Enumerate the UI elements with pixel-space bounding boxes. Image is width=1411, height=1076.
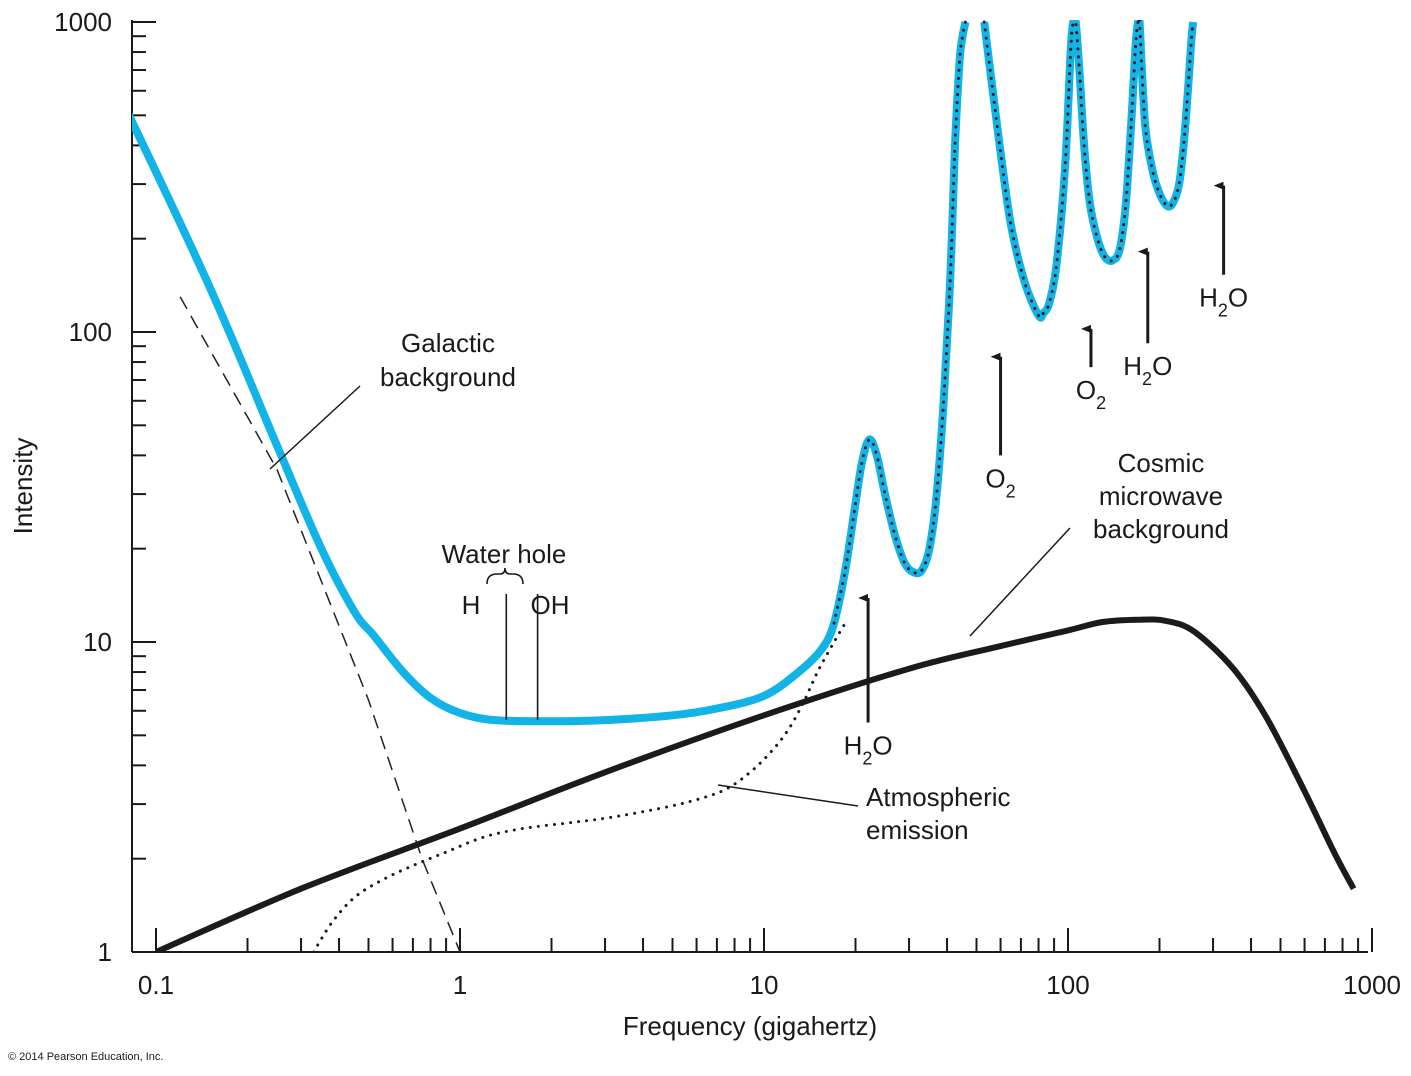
cmb-label-2: microwave [1099,481,1223,511]
series-cosmic-microwave-background [154,616,1357,952]
x-tick-label: 1000 [1343,970,1401,1000]
atmos-annotation: Atmospheric emission [717,782,1011,845]
atmos-label-2: emission [866,815,969,845]
x-tick-label: 100 [1046,970,1089,1000]
water-hole-h: H [462,590,481,620]
y-tick-label: 1 [98,937,112,967]
absorption-marker: O2 [985,352,1016,501]
galactic-label-2: background [380,362,516,392]
series-total-high [980,20,1198,322]
absorption-marker: H2O [1199,181,1248,321]
absorption-marker: O2 [1076,324,1106,413]
x-tick-label: 1 [453,970,467,1000]
series-layer [132,20,1357,952]
galactic-leader [269,385,361,470]
absorption-marker: H2O [844,593,893,768]
water-hole-annotation: Water hole H OH [442,539,570,721]
water-hole-title: Water hole [442,539,567,569]
molecule-label: O2 [985,463,1015,501]
series-line-galactic-background [179,296,461,952]
galactic-annotation: Galactic background [269,328,516,470]
series-total [132,20,970,726]
absorption-markers: H2O O2 O2 H2O H2O [844,181,1248,768]
molecule-label: H2O [844,730,893,768]
atmos-leader [717,784,859,807]
x-axis-title: Frequency (gigahertz) [623,1011,877,1041]
y-tick-label: 100 [69,317,112,347]
cmb-label-3: background [1093,514,1229,544]
tick-labels: 0.1 1 10 100 1000 1 10 100 1000 [54,7,1401,1000]
molecule-label: H2O [1199,283,1248,321]
y-tick-label: 10 [83,627,112,657]
y-axis-title: Intensity [8,438,38,535]
molecule-label: H2O [1123,351,1172,389]
series-dots-total-high [982,20,1195,320]
ticks [132,21,1373,953]
water-hole-oh: OH [531,590,570,620]
cmb-leader [969,527,1071,637]
series-galactic-background [179,296,461,952]
absorption-marker: H2O [1123,247,1172,389]
y-tick-label: 1000 [54,7,112,37]
series-atmospheric-emission [312,621,847,952]
galactic-label-1: Galactic [401,328,495,358]
x-tick-label: 0.1 [138,970,174,1000]
molecule-label: O2 [1076,375,1106,413]
copyright: © 2014 Pearson Education, Inc. [8,1051,163,1063]
atmos-label-1: Atmospheric [866,782,1011,812]
x-tick-label: 10 [750,970,779,1000]
water-hole-brace [486,567,524,585]
cmb-annotation: Cosmic microwave background [969,448,1229,637]
series-line-cosmic-microwave-background [154,616,1357,952]
series-line-total-high [980,20,1198,322]
cmb-label-1: Cosmic [1118,448,1205,478]
series-line-atmospheric-emission [312,621,847,952]
